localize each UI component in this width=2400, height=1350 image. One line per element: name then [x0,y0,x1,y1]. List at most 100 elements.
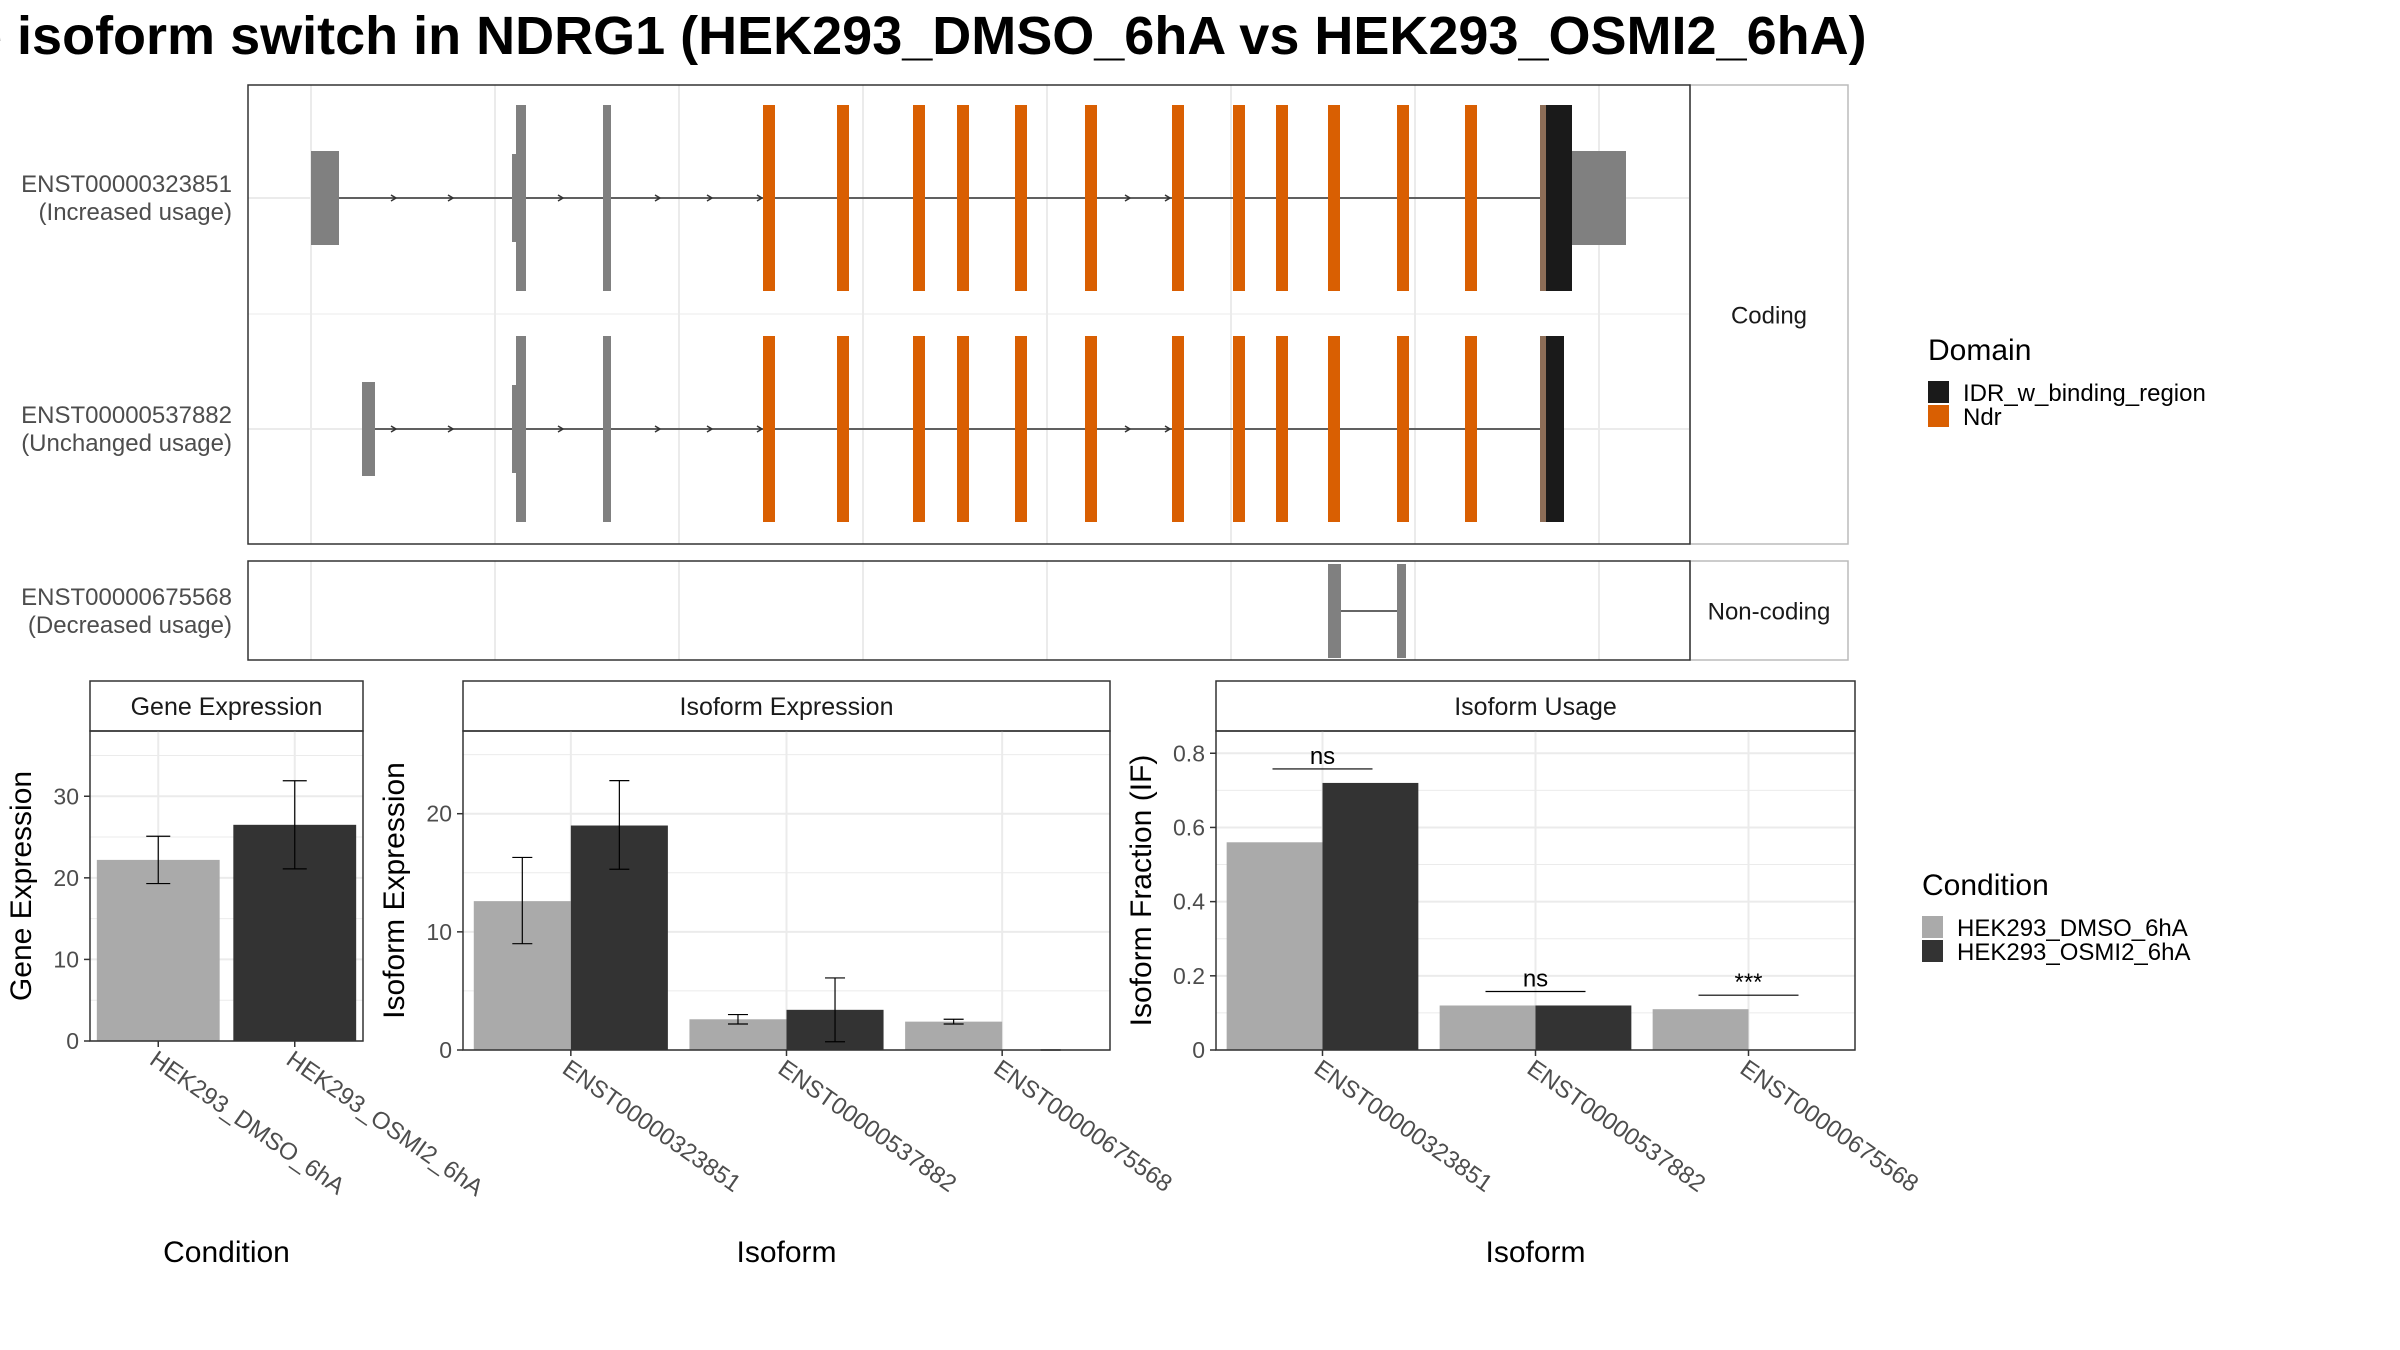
exon-ndr-domain [1085,336,1097,522]
significance-label: *** [1734,969,1762,996]
x-tick-label: ENST00000323851 [1309,1055,1497,1198]
exon-utr [512,154,518,242]
legend-key-dmso [1922,916,1943,938]
exon-utr [362,382,375,476]
exon-ndr-domain [957,105,969,291]
legend-label-osmi2: HEK293_OSMI2_6hA [1957,939,2190,966]
exon-ndr-domain [957,336,969,522]
isoform-row-label-usage: (Decreased usage) [28,612,232,639]
y-tick-label: 10 [426,919,452,945]
bar [905,1021,1003,1050]
exon-utr [512,385,518,473]
structure-panel-border [247,560,1691,661]
exon-ndr-domain [1465,336,1477,522]
exon-ndr-domain [1328,105,1340,291]
condition-legend-title: Condition [1922,869,2049,902]
y-tick-label: 0 [439,1037,452,1063]
intron-direction-arrow [756,425,764,433]
panel-strip [462,680,1111,732]
y-tick-label: 0.6 [1173,814,1205,840]
exon-ndr-domain [1397,336,1409,522]
domain-legend-title: Domain [1928,334,2031,367]
legend-label-ndr: Ndr [1963,404,2002,431]
exon-ndr-domain [1085,105,1097,291]
bar [1535,1005,1632,1050]
exon-ndr-domain [763,105,775,291]
exon-ndr-domain [1015,336,1027,522]
exon-ndr-domain [763,336,775,522]
exon-coding [603,336,611,522]
intron-direction-arrow [557,425,565,433]
bar [1226,842,1323,1050]
facet-strip-label: Coding [1731,303,1807,330]
exon-ndr-domain [1397,105,1409,291]
y-tick-label: 0 [1192,1037,1205,1063]
intron-direction-arrow [1124,194,1132,202]
exon-idr-domain [1546,336,1564,522]
intron-direction-arrow [654,194,662,202]
exon-ndr-domain [1233,336,1245,522]
exon-ndr-domain [1328,336,1340,522]
x-tick-label: ENST00000323851 [557,1055,745,1198]
exon-coding [603,105,611,291]
isoform-row-label-usage: (Unchanged usage) [21,430,232,457]
intron-direction-arrow [390,194,398,202]
legend-label-dmso: HEK293_DMSO_6hA [1957,915,2188,942]
significance-label: ns [1310,743,1335,770]
bar [1652,1009,1749,1050]
exon-ndr-domain [1465,105,1477,291]
y-tick-label: 0.4 [1173,889,1205,915]
exon-ndr-domain [837,336,849,522]
panel-strip-title: Gene Expression [131,693,323,721]
legend-key-ndr [1928,405,1949,427]
x-axis-title: Isoform [1485,1236,1585,1269]
structure-panel-border [247,84,1691,545]
panel-strip [1215,680,1856,732]
y-tick-label: 10 [53,946,79,972]
panel-strip [89,680,364,732]
figure-title: Gene isoform switch in NDRG1 (HEK293_DMS… [0,6,1867,66]
exon-coding [516,105,526,291]
exon-ndr-domain [837,105,849,291]
facet-strip [1689,560,1849,661]
isoform-row-label-id: ENST00000323851 [21,171,232,198]
condition-legend: Condition HEK293_DMSO_6hA HEK293_OSMI2_6… [1922,869,2190,966]
exon-ndr-domain [1015,105,1027,291]
exon-ndr-domain [1172,105,1184,291]
bar [1439,1005,1536,1050]
exon-ndr-domain [1276,105,1288,291]
structure-panel-bg [248,561,1690,660]
intron-direction-arrow [557,194,565,202]
exon-ndr-domain [1233,105,1245,291]
exon-coding [516,336,526,522]
intron-direction-arrow [654,425,662,433]
y-tick-label: 0 [66,1028,79,1054]
intron-direction-arrow [390,425,398,433]
exon-ndr-domain [1540,105,1548,291]
x-axis-title: Condition [163,1236,290,1269]
intron-direction-arrow [1164,425,1172,433]
intron-direction-arrow [706,194,714,202]
isoform-row-label-id: ENST00000675568 [21,584,232,611]
bar [96,859,220,1041]
exon-idr-domain [1546,105,1572,291]
bar [1322,782,1419,1050]
y-tick-label: 0.2 [1173,963,1205,989]
x-axis-title: Isoform [736,1236,836,1269]
exon-ndr-domain [913,105,925,291]
y-tick-label: 0.8 [1173,740,1205,766]
intron-direction-arrow [1164,194,1172,202]
exon-noncoding [1328,564,1341,658]
isoform-row-label-id: ENST00000537882 [21,402,232,429]
y-axis-title: Isoform Expression [378,762,411,1019]
exon-ndr-domain [1172,336,1184,522]
y-tick-label: 30 [53,783,79,809]
domain-legend: Domain IDR_w_binding_region Ndr [1928,334,2206,431]
legend-key-osmi2 [1922,940,1943,962]
significance-label: ns [1523,965,1548,992]
x-tick-label: ENST00000675568 [989,1055,1177,1198]
x-tick-label: ENST00000537882 [1522,1055,1710,1198]
facet-strip-label: Non-coding [1708,599,1831,626]
isoform-usage-panel: Isoform Usage ns ns *** 0 0.2 0.4 0.6 0.8 ENST000… [1125,680,1923,1269]
